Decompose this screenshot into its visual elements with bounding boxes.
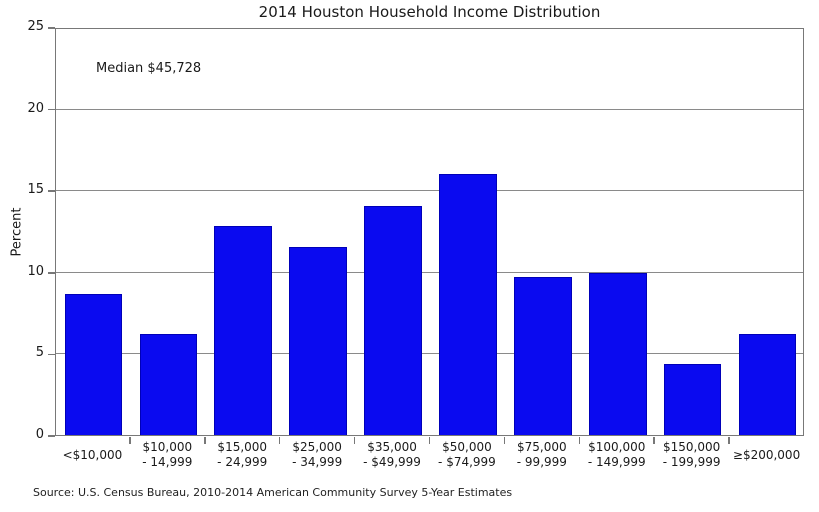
x-tick-label: ≥$200,000 <box>733 438 800 472</box>
x-tick-label: $150,000- 199,999 <box>663 438 721 472</box>
x-tick-label-line: $75,000 <box>517 440 567 454</box>
bar-8 <box>663 363 722 435</box>
x-tick-mark <box>728 437 730 444</box>
bar-0 <box>64 293 123 435</box>
y-tick-label: 15 <box>27 182 44 198</box>
x-tick-label-line: - 99,999 <box>516 455 567 469</box>
y-tick-mark <box>48 108 55 111</box>
x-tick-mark <box>578 437 581 444</box>
x-tick-label-line: $15,000 <box>217 440 268 454</box>
bar-9 <box>738 334 797 435</box>
y-tick-label: 10 <box>27 263 44 279</box>
x-tick-mark <box>503 437 506 444</box>
x-tick-label: $35,000- $49,999 <box>363 438 421 472</box>
plot-area: Median $45,728 <box>55 28 804 436</box>
x-tick-label: $25,000- 34,999 <box>292 438 342 472</box>
x-tick-mark <box>278 437 281 444</box>
bar-6 <box>514 277 572 435</box>
bar-7 <box>588 272 647 435</box>
y-tick-mark <box>48 27 55 29</box>
bar-5 <box>439 173 497 435</box>
x-tick-label: $15,000- 24,999 <box>217 438 267 472</box>
x-tick-label-line: $100,000 <box>588 440 646 454</box>
x-tick-label-line: - $74,999 <box>438 455 496 469</box>
gridline <box>56 190 803 192</box>
y-tick-label: 25 <box>27 19 44 34</box>
x-tick-label: $50,000- $74,999 <box>438 438 496 472</box>
x-tick-label-line: $35,000 <box>367 440 417 454</box>
gridline <box>56 109 803 111</box>
x-tick-label-line: $50,000 <box>442 440 492 454</box>
x-tick-label-line: ≥$200,000 <box>732 447 801 462</box>
x-tick-mark <box>204 437 206 444</box>
x-tick-label-line: - $49,999 <box>363 455 421 469</box>
median-annotation: Median $45,728 <box>96 61 202 76</box>
source-note: Source: U.S. Census Bureau, 2010-2014 Am… <box>33 486 513 499</box>
x-tick-mark <box>653 437 655 444</box>
x-tick-label-line: <$10,000 <box>62 447 123 462</box>
y-tick-label: 5 <box>35 345 44 361</box>
x-tick-mark <box>353 437 356 444</box>
y-tick-mark <box>48 272 55 274</box>
x-tick-label: $100,000- 149,999 <box>588 438 646 472</box>
y-tick-label: 20 <box>27 100 44 116</box>
y-axis-label: Percent <box>9 207 25 257</box>
y-tick-mark <box>48 353 55 356</box>
x-tick-label-line: - 149,999 <box>587 455 646 469</box>
x-tick-label-line: - 24,999 <box>217 455 268 469</box>
y-tick-mark <box>48 190 55 192</box>
gridline <box>56 271 803 273</box>
bar-2 <box>214 225 273 435</box>
x-tick-mark <box>428 437 431 444</box>
x-tick-label: $75,000- 99,999 <box>517 438 567 472</box>
x-tick-label-line: $150,000 <box>663 440 721 454</box>
y-tick-mark <box>48 435 55 437</box>
gridline <box>56 352 803 354</box>
x-tick-label: <$10,000 <box>63 438 123 472</box>
chart-title: 2014 Houston Household Income Distributi… <box>258 3 601 21</box>
x-tick-label-line: - 199,999 <box>662 455 721 469</box>
x-tick-label: $10,000- 14,999 <box>142 438 192 472</box>
bar-3 <box>289 246 347 435</box>
y-tick-label: 0 <box>35 427 44 442</box>
x-tick-label-line: $10,000 <box>142 440 193 454</box>
x-tick-label-line: $25,000 <box>292 440 342 454</box>
x-tick-label-line: - 14,999 <box>142 455 193 469</box>
bar-1 <box>139 334 198 435</box>
x-tick-mark <box>129 437 131 444</box>
bar-4 <box>364 206 422 435</box>
x-tick-label-line: - 34,999 <box>292 455 343 469</box>
